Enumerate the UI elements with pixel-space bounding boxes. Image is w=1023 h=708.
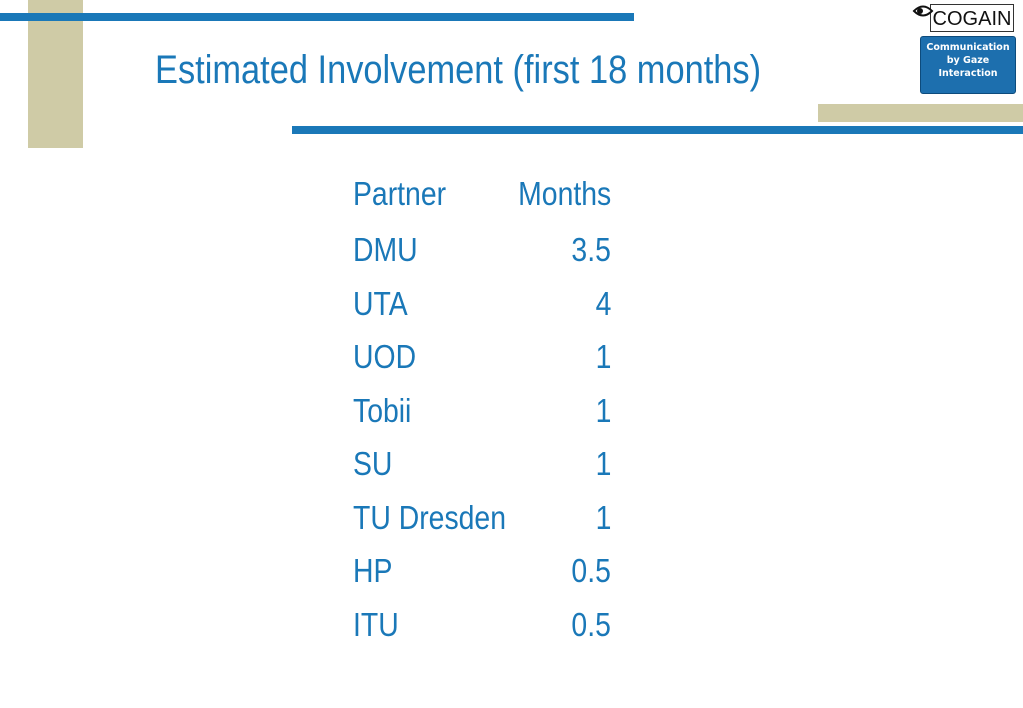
months-cell: 4 xyxy=(595,284,611,322)
months-cell: 1 xyxy=(595,338,611,375)
decor-line xyxy=(292,126,1023,134)
months-cell: 0.5 xyxy=(571,552,611,589)
partner-cell: UOD xyxy=(353,338,417,375)
months-cell: 1 xyxy=(595,498,611,536)
logo-line: Interaction xyxy=(938,68,998,79)
slide-title: Estimated Involvement (first 18 months) xyxy=(155,48,762,92)
partner-cell: UTA xyxy=(353,284,408,322)
months-cell: 1 xyxy=(595,445,611,482)
decor-line xyxy=(0,13,634,21)
decor-bar xyxy=(818,104,1023,122)
partner-cell: ITU xyxy=(353,605,399,643)
logo-eye xyxy=(912,5,934,17)
partner-cell: DMU xyxy=(353,231,418,268)
partner-cell: Tobii xyxy=(353,391,412,429)
partner-cell: TU Dresden xyxy=(353,498,506,536)
logo-line: Communication xyxy=(926,42,1010,53)
column-header: Months xyxy=(517,175,611,212)
partner-cell: SU xyxy=(353,445,393,482)
months-cell: 0.5 xyxy=(571,605,611,643)
column-header: Partner xyxy=(353,175,447,212)
logo-box: Communication by Gaze Interaction xyxy=(920,36,1016,94)
decor-bar xyxy=(28,0,83,148)
partner-cell: HP xyxy=(353,552,393,589)
months-cell: 1 xyxy=(595,391,611,429)
logo-line: by Gaze xyxy=(946,55,990,66)
logo-name: COGAIN xyxy=(930,4,1014,32)
months-cell: 3.5 xyxy=(571,231,611,268)
